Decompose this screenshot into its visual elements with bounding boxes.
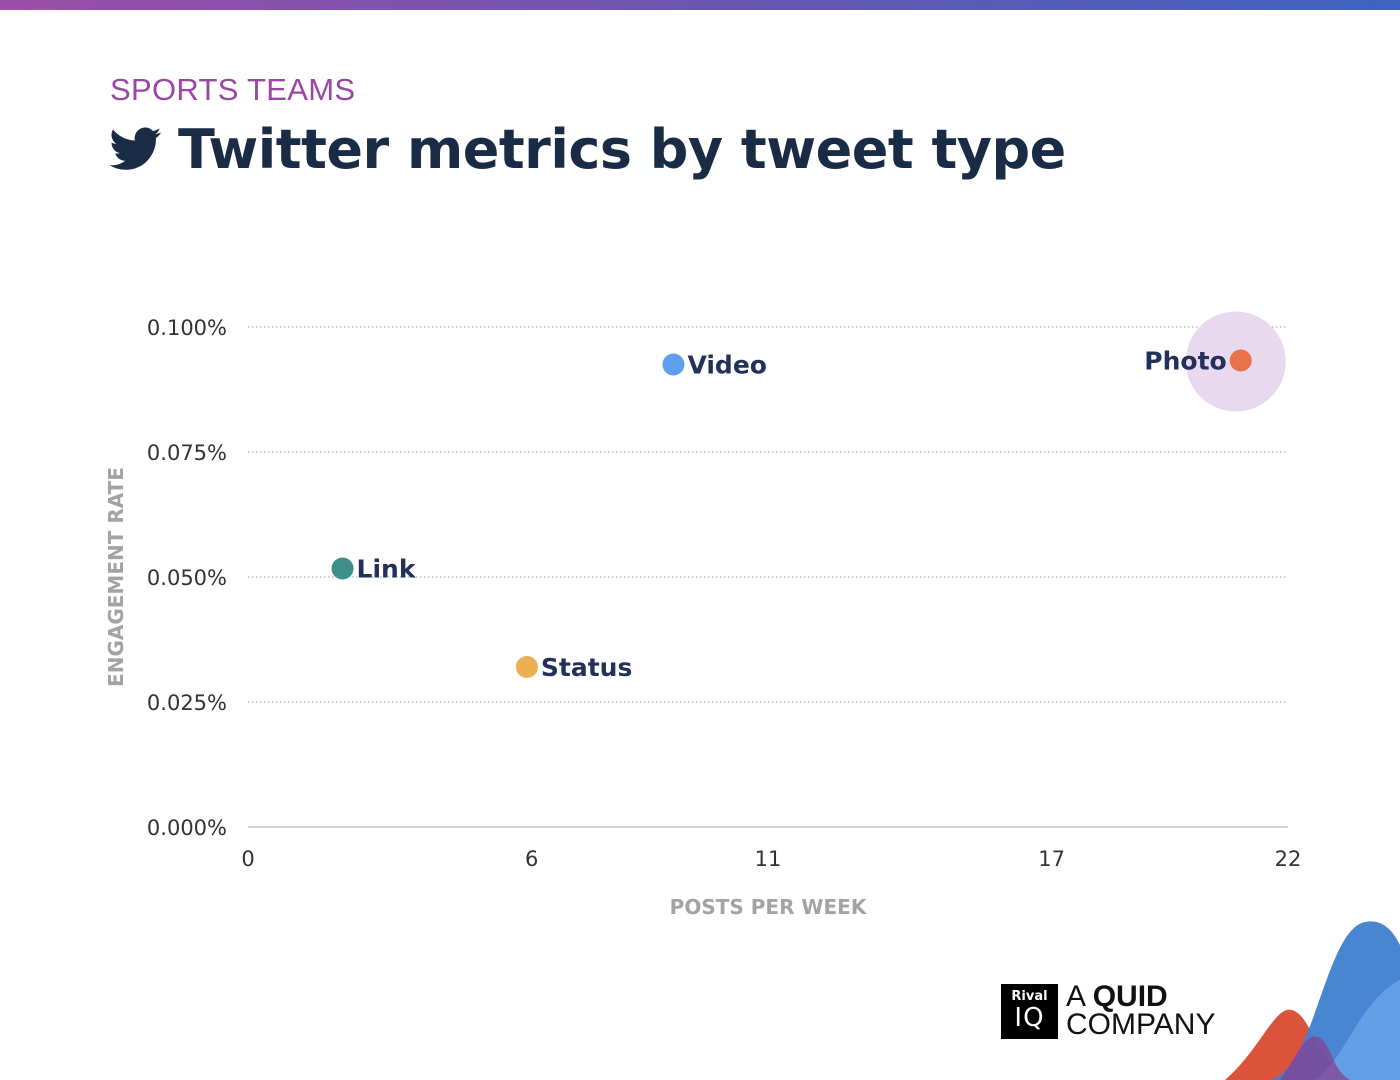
decorative-waves [1225, 921, 1400, 1080]
y-tick-label: 0.050% [147, 566, 227, 590]
point-label-video: Video [687, 351, 767, 380]
data-point-status [515, 656, 538, 678]
logo-box-line1: Rival [1011, 989, 1048, 1004]
logo-box-line2: IQ [1014, 1003, 1045, 1033]
x-tick-label: 0 [241, 847, 254, 871]
grid-lines [248, 326, 1288, 703]
rival-iq-logo: Rival IQ A QUID COMPANY [1001, 980, 1216, 1041]
y-tick-label: 0.100% [147, 316, 227, 340]
data-point-video [662, 353, 685, 376]
category-kicker: SPORTS TEAMS [110, 72, 356, 107]
point-label-link: Link [357, 555, 417, 584]
x-tick-label: 17 [1038, 847, 1065, 871]
logo-text-line2: COMPANY [1066, 1008, 1216, 1041]
top-gradient-bar [0, 0, 1400, 10]
logo-text: A QUID COMPANY [1066, 980, 1216, 1041]
x-tick-label: 11 [755, 847, 782, 871]
logo-box: Rival IQ [1001, 983, 1058, 1039]
x-axis-title: POSTS PER WEEK [670, 895, 868, 919]
axes: 0.000% 0.025% 0.050% 0.075% 0.100% 0 6 11 17 22 [147, 316, 1301, 871]
y-tick-label: 0.000% [147, 816, 227, 840]
y-tick-label: 0.075% [147, 441, 227, 465]
y-tick-label: 0.025% [147, 691, 227, 715]
data-point-link [331, 557, 354, 580]
chart-title: Twitter metrics by tweet type [178, 117, 1066, 181]
data-points: Video Photo Link Status [331, 311, 1286, 682]
data-point-photo [1229, 349, 1252, 372]
logo-text-prefix: A [1066, 980, 1093, 1013]
title-row: Twitter metrics by tweet type [110, 114, 1066, 184]
point-label-status: Status [541, 653, 632, 682]
point-label-photo: Photo [1144, 347, 1226, 376]
twitter-bird-icon [110, 127, 162, 170]
x-tick-label: 6 [525, 847, 538, 871]
logo-text-bold: QUID [1092, 980, 1168, 1013]
x-tick-label: 22 [1275, 847, 1302, 871]
y-axis-title: ENGAGEMENT RATE [104, 467, 128, 687]
